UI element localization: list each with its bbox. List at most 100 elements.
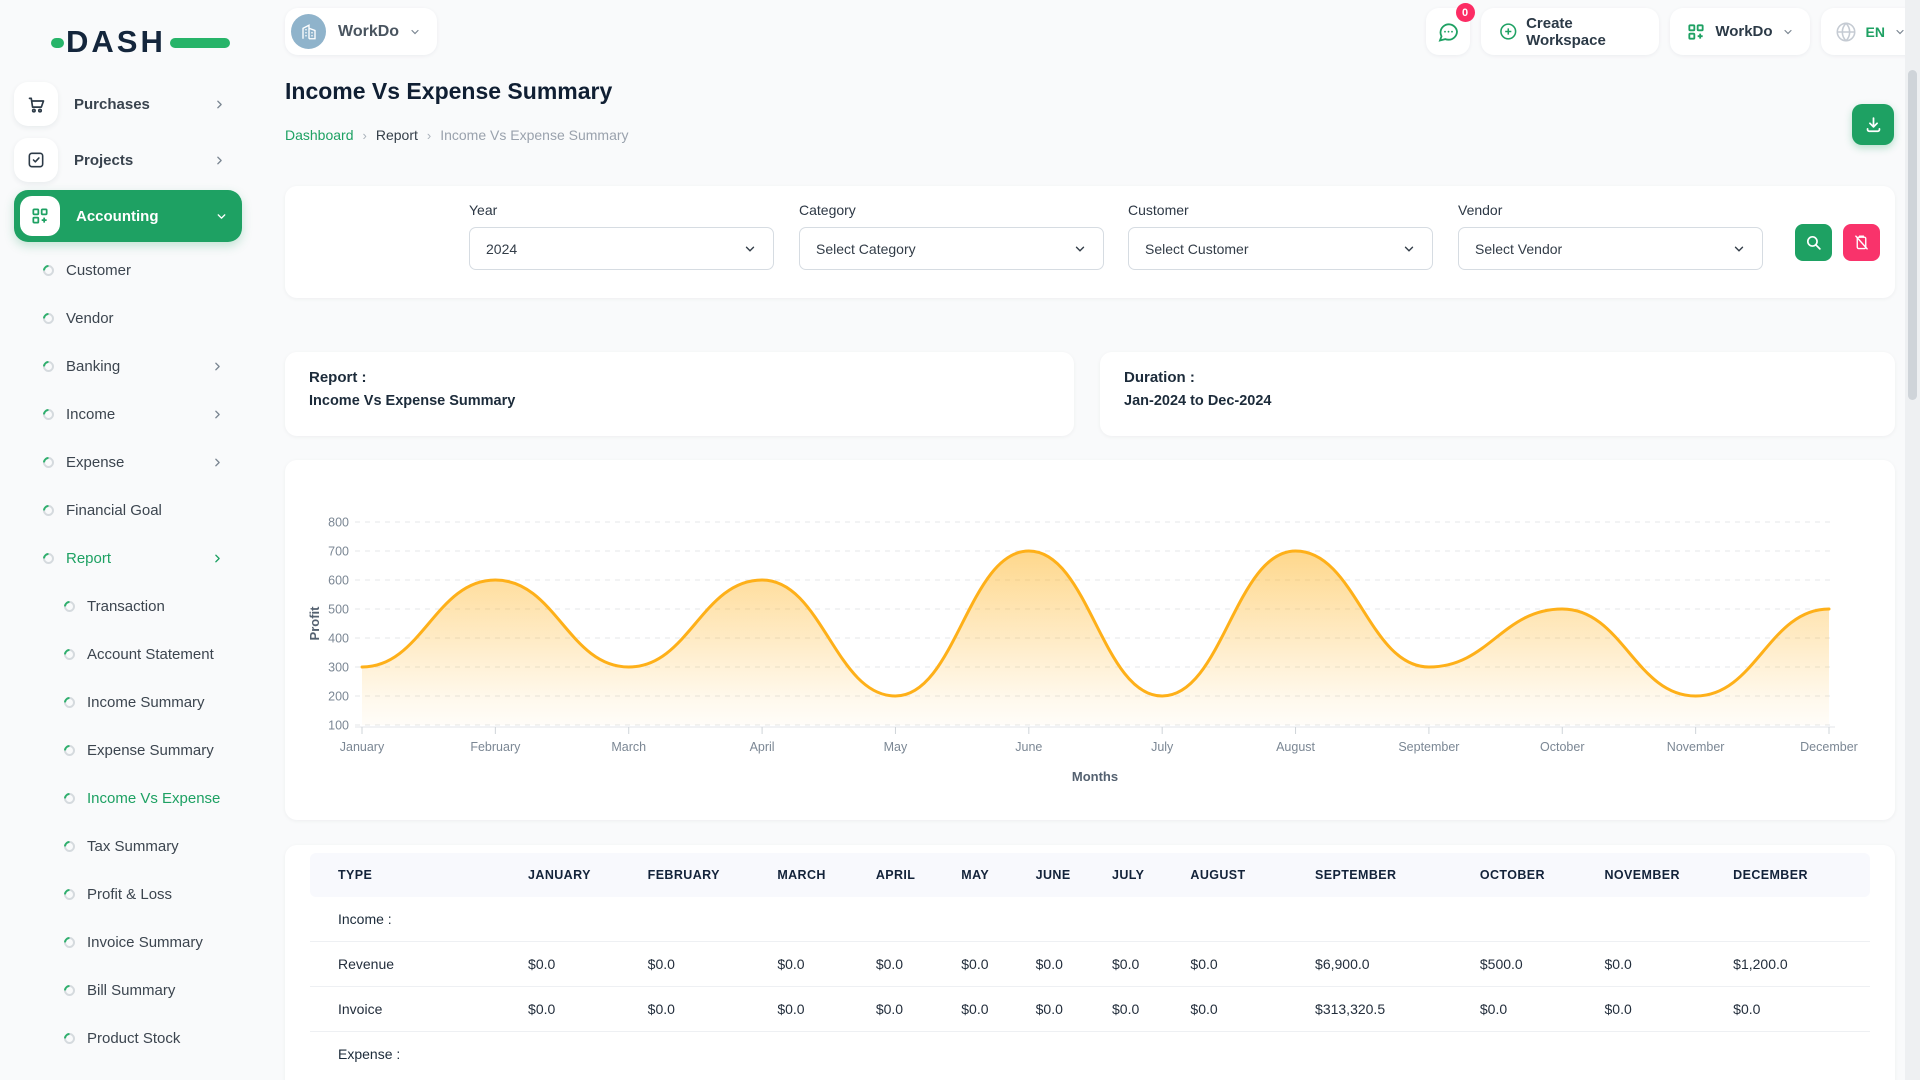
cell-invoice-august: $0.0 — [1178, 986, 1304, 1032]
sidebar-item-label: Accounting — [76, 207, 159, 225]
vendor-label: Vendor — [1458, 202, 1503, 218]
income-expense-table-card: TYPE JANUARY FEBRUARY MARCH APRIL MAY JUNE JULY… — [285, 845, 1895, 1080]
sidebar-item-product-stock[interactable]: Product Stock — [0, 1014, 256, 1062]
chart-card: 100 200 300 400 500 600 700 800 January February M… — [285, 460, 1895, 820]
chevron-down-icon — [1732, 242, 1746, 256]
chevron-down-icon — [215, 210, 228, 223]
bullet-donut-icon — [61, 742, 78, 758]
download-icon — [1866, 117, 1880, 133]
svg-text:April: April — [750, 740, 775, 754]
sidebar-item-customer[interactable]: Customer — [0, 246, 256, 294]
table-row-invoice: Invoice $0.0 $0.0 $0.0 $0.0 $0.0 $0.0 $0.0 $0.0 $… — [310, 986, 1870, 1032]
cell-revenue-may: $0.0 — [949, 941, 1024, 987]
chat-icon — [1438, 22, 1458, 42]
create-workspace-button[interactable]: Create Workspace — [1480, 8, 1660, 55]
reset-filter-button[interactable] — [1843, 224, 1880, 261]
sidebar-item-vendor[interactable]: Vendor — [0, 294, 256, 342]
sidebar-item-report[interactable]: Report — [0, 534, 256, 582]
section-label: Income : — [338, 911, 392, 927]
sidebar-item-cash-flow[interactable]: Cash Flow — [0, 1062, 256, 1080]
workspace-menu-label: WorkDo — [1715, 23, 1773, 40]
sidebar-item-label: Banking — [66, 357, 121, 375]
category-field: Category Select Category — [799, 202, 1104, 270]
cell-revenue-april: $0.0 — [863, 941, 950, 987]
svg-text:October: October — [1540, 740, 1584, 754]
sidebar-item-profit-loss[interactable]: Profit & Loss — [0, 870, 256, 918]
scrollbar-thumb[interactable] — [1908, 70, 1917, 400]
section-label: Expense : — [310, 1031, 1870, 1076]
bullet-donut-icon — [61, 838, 78, 854]
svg-text:March: March — [611, 740, 646, 754]
breadcrumb-dashboard[interactable]: Dashboard — [285, 127, 354, 143]
vendor-select[interactable]: Select Vendor — [1458, 227, 1763, 270]
column-header-april: APRIL — [863, 853, 950, 897]
table-header-row: TYPE JANUARY FEBRUARY MARCH APRIL MAY JUNE JULY… — [310, 853, 1870, 897]
sidebar-item-label: Vendor — [66, 309, 114, 327]
sidebar-item-accounting[interactable]: Accounting — [14, 190, 242, 242]
apply-filter-button[interactable] — [1795, 224, 1832, 261]
cell-revenue-august: $0.0 — [1178, 941, 1304, 987]
breadcrumb-separator: › — [426, 127, 432, 143]
table-row-revenue: Revenue $0.0 $0.0 $0.0 $0.0 $0.0 $0.0 $0.0 $0.0 $… — [310, 941, 1870, 987]
chevron-down-icon — [1782, 26, 1794, 38]
sidebar-item-bill-summary[interactable]: Bill Summary — [0, 966, 256, 1014]
sidebar-item-purchases[interactable]: Purchases — [14, 76, 242, 132]
bullet-donut-icon — [40, 502, 57, 518]
sidebar-item-label: Customer — [66, 261, 132, 279]
bullet-donut-icon — [61, 598, 78, 614]
bullet-donut-icon — [61, 934, 78, 950]
customer-select[interactable]: Select Customer — [1128, 227, 1433, 270]
logo-text: DASH — [66, 24, 166, 59]
sidebar-item-invoice-summary[interactable]: Invoice Summary — [0, 918, 256, 966]
table-section-expense: Expense : — [310, 1031, 1870, 1076]
sidebar-item-label: Purchases — [74, 95, 150, 113]
breadcrumb-report[interactable]: Report — [375, 127, 418, 143]
sidebar-item-label: Invoice Summary — [87, 933, 203, 951]
sidebar-item-account-statement[interactable]: Account Statement — [0, 630, 256, 678]
year-select[interactable]: 2024 — [469, 227, 774, 270]
page-scrollbar[interactable] — [1905, 0, 1920, 1080]
column-header-june: JUNE — [1023, 853, 1101, 897]
sidebar-item-banking[interactable]: Banking — [0, 342, 256, 390]
workspace-switcher[interactable]: WorkDo — [285, 8, 438, 55]
sidebar-item-expense[interactable]: Expense — [0, 438, 256, 486]
cell-revenue-february: $0.0 — [635, 941, 766, 987]
category-value: Select Category — [816, 240, 916, 257]
sidebar-item-expense-summary[interactable]: Expense Summary — [0, 726, 256, 774]
chat-button[interactable]: 0 — [1426, 3, 1475, 55]
category-select[interactable]: Select Category — [799, 227, 1104, 270]
sidebar-item-income-vs-expense[interactable]: Income Vs Expense — [0, 774, 256, 822]
cart-icon — [14, 82, 58, 126]
topbar-actions: 0 Create Workspace WorkDo EN — [1426, 3, 1920, 55]
sidebar-item-tax-summary[interactable]: Tax Summary — [0, 822, 256, 870]
cell-invoice-november: $0.0 — [1592, 986, 1722, 1032]
cell-revenue-october: $500.0 — [1467, 941, 1593, 987]
cell-revenue-november: $0.0 — [1592, 941, 1722, 987]
cell-invoice-february: $0.0 — [635, 986, 766, 1032]
sidebar-item-label: Income Summary — [87, 693, 205, 711]
sidebar-item-income[interactable]: Income — [0, 390, 256, 438]
sidebar-item-label: Cash Flow — [87, 1078, 256, 1080]
language-selector[interactable]: EN — [1820, 8, 1920, 55]
chevron-down-icon — [1402, 242, 1416, 256]
sidebar-item-income-summary[interactable]: Income Summary — [0, 678, 256, 726]
workspace-menu-button[interactable]: WorkDo — [1670, 8, 1810, 55]
sidebar-item-financial-goal[interactable]: Financial Goal — [0, 486, 256, 534]
area-chart-svg: 100 200 300 400 500 600 700 800 January February M… — [307, 516, 1858, 785]
cell-invoice-april: $0.0 — [863, 986, 950, 1032]
year-value: 2024 — [486, 240, 518, 257]
app-logo[interactable]: DASH — [51, 24, 230, 64]
report-summary-card: Report : Income Vs Expense Summary — [285, 352, 1074, 436]
duration-summary-card: Duration : Jan-2024 to Dec-2024 — [1100, 352, 1895, 436]
svg-text:May: May — [884, 740, 908, 754]
bullet-donut-icon — [40, 406, 57, 422]
sidebar-main-menu: Purchases Projects Accounting — [14, 76, 242, 242]
sidebar-item-transaction[interactable]: Transaction — [0, 582, 256, 630]
sidebar-item-projects[interactable]: Projects — [14, 132, 242, 188]
svg-text:500: 500 — [328, 603, 349, 617]
reset-clipboard-icon — [1855, 235, 1868, 250]
customer-value: Select Customer — [1145, 240, 1249, 257]
svg-text:300: 300 — [328, 661, 349, 675]
svg-text:November: November — [1667, 740, 1725, 754]
download-report-button[interactable] — [1852, 104, 1894, 145]
